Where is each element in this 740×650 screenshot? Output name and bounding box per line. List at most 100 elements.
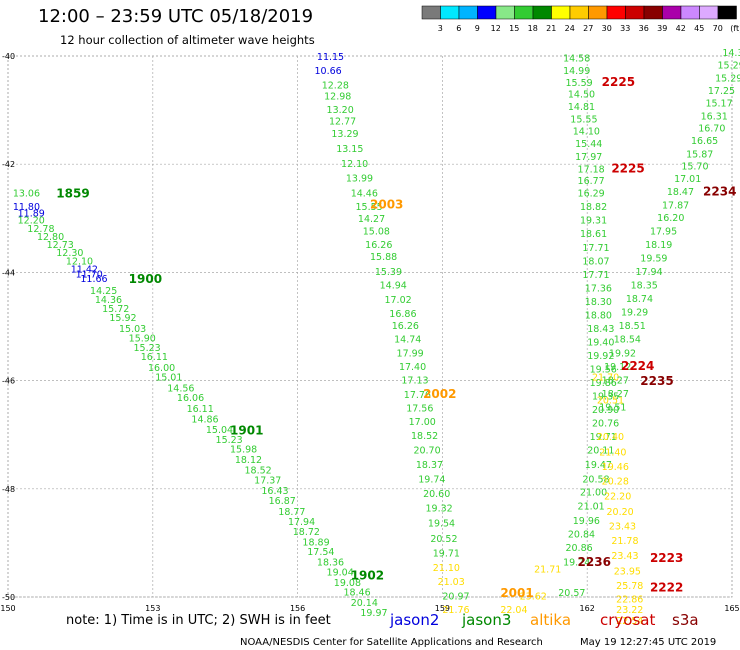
wave-height-value: 17.94: [635, 267, 662, 278]
color-scale-label: 45: [694, 24, 704, 33]
satellite-legend-altika: altika: [530, 611, 571, 629]
color-scale-label: 12: [491, 24, 501, 33]
wave-height-value: 20.97: [442, 592, 469, 603]
wave-height-value: 12.10: [66, 256, 93, 267]
wave-height-value: 15.87: [686, 150, 713, 161]
wave-height-value: 12.98: [324, 91, 351, 102]
wave-height-value: 21.70: [592, 373, 619, 384]
satellite-legend-cryosat: cryosat: [600, 611, 655, 629]
wave-height-value: 18.36: [317, 558, 344, 569]
wave-height-value: 11.89: [18, 209, 45, 220]
wave-height-value: 15.59: [565, 78, 592, 89]
color-scale-label: 27: [583, 24, 593, 33]
lon-tick-label: 153: [145, 604, 160, 613]
wave-height-value: 18.27: [602, 389, 629, 400]
wave-height-value: 15.88: [370, 252, 397, 263]
wave-height-value: 19.29: [621, 308, 648, 319]
wave-height-value: 20.40: [597, 432, 624, 443]
color-scale-label: 39: [657, 24, 667, 33]
wave-height-value: 13.20: [327, 105, 354, 116]
wave-height-value: 20.76: [592, 419, 619, 430]
wave-height-value: 15.70: [681, 162, 708, 173]
wave-height-value: 18.35: [631, 281, 658, 292]
wave-height-value: 13.15: [336, 144, 363, 155]
chart-title: 12:00 – 23:59 UTC 05/18/2019: [38, 6, 313, 27]
wave-height-value: 16.06: [177, 393, 204, 404]
wave-height-value: 17.18: [578, 164, 605, 175]
wave-height-value: 19.51: [599, 402, 626, 413]
wave-height-value: 14.50: [568, 90, 595, 101]
wave-height-value: 22.20: [604, 492, 631, 503]
pass-time-label: 2222: [650, 581, 683, 595]
lon-tick-label: 150: [0, 604, 15, 613]
wave-height-value: 17.76: [404, 390, 431, 401]
wave-height-value: 16.86: [389, 309, 416, 320]
wave-height-value: 19.32: [426, 504, 453, 515]
wave-height-value: 18.52: [411, 431, 438, 442]
lat-tick-label: -50: [2, 593, 15, 602]
wave-height-value: 19.59: [640, 254, 667, 265]
wave-height-value: 19.92: [587, 351, 614, 362]
wave-height-value: 20.60: [423, 489, 450, 500]
lat-tick-label: -46: [2, 377, 15, 386]
wave-height-value: 20.52: [430, 534, 457, 545]
wave-height-value: 18.27: [602, 375, 629, 386]
wave-height-value: 15.01: [155, 373, 182, 384]
color-swatch: [477, 5, 497, 20]
wave-height-value: 17.37: [254, 475, 281, 486]
satellite-legend-s3a: s3a: [672, 611, 699, 629]
color-scale-label: 6: [456, 24, 461, 33]
wave-height-value: 16.43: [261, 486, 288, 497]
satellite-legend-jason3: jason3: [461, 611, 511, 629]
wave-height-value: 17.71: [582, 243, 609, 254]
wave-height-value: 21.00: [580, 487, 607, 498]
pass-time-label: 2224: [621, 359, 654, 373]
wave-height-value: 20.90: [592, 405, 619, 416]
wave-height-value: 15.03: [119, 324, 146, 335]
color-scale-label: 36: [639, 24, 649, 33]
color-scale-label: 15: [509, 24, 519, 33]
color-swatch: [458, 5, 478, 20]
wave-height-value: 14.27: [358, 214, 385, 225]
footer-timestamp: May 19 12:27:45 UTC 2019: [580, 637, 716, 648]
color-swatch: [551, 5, 571, 20]
color-scale-label: 42: [676, 24, 686, 33]
wave-height-value: 11.66: [80, 274, 107, 285]
wave-height-value: 11.70: [76, 269, 103, 280]
pass-time-label: 2225: [602, 75, 635, 89]
wave-height-value: 12.28: [322, 80, 349, 91]
wave-height-value: 17.00: [409, 417, 436, 428]
wave-height-value: 18.47: [667, 187, 694, 198]
wave-height-value: 19.46: [602, 462, 629, 473]
pass-time-label: 2234: [703, 185, 736, 199]
wave-height-value: 15.44: [575, 139, 602, 150]
wave-height-value: 11.42: [71, 264, 98, 275]
wave-height-value: 13.99: [346, 174, 373, 185]
satellite-legend-jason2: jason2: [389, 611, 439, 629]
wave-height-value: 15.08: [363, 227, 390, 238]
lat-tick-label: -44: [2, 268, 15, 277]
wave-height-value: 14.36: [95, 295, 122, 306]
wave-height-value: 14.94: [380, 281, 407, 292]
wave-height-value: 16.20: [657, 213, 684, 224]
wave-height-value: 19.04: [327, 567, 354, 578]
pass-time-label: 2223: [650, 551, 683, 565]
wave-height-value: 14.74: [394, 335, 421, 346]
lon-tick-label: 159: [435, 604, 450, 613]
wave-height-value: 17.95: [650, 227, 677, 238]
wave-height-value: 19.40: [587, 337, 614, 348]
wave-height-value: 16.29: [578, 189, 605, 200]
wave-height-value: 17.99: [397, 348, 424, 359]
wave-height-value: 20.57: [558, 588, 585, 599]
color-swatch: [495, 5, 515, 20]
wave-height-value: 19.74: [563, 558, 590, 569]
color-swatch: [421, 5, 441, 20]
pass-time-label: 2225: [611, 161, 644, 175]
wave-height-value: 18.37: [416, 460, 443, 471]
wave-height-value: 13.29: [331, 129, 358, 140]
pass-time-label: 2001: [500, 586, 533, 600]
wave-height-value: 12.20: [18, 216, 45, 227]
color-swatch: [588, 5, 608, 20]
wave-height-value: 17.25: [708, 86, 735, 97]
